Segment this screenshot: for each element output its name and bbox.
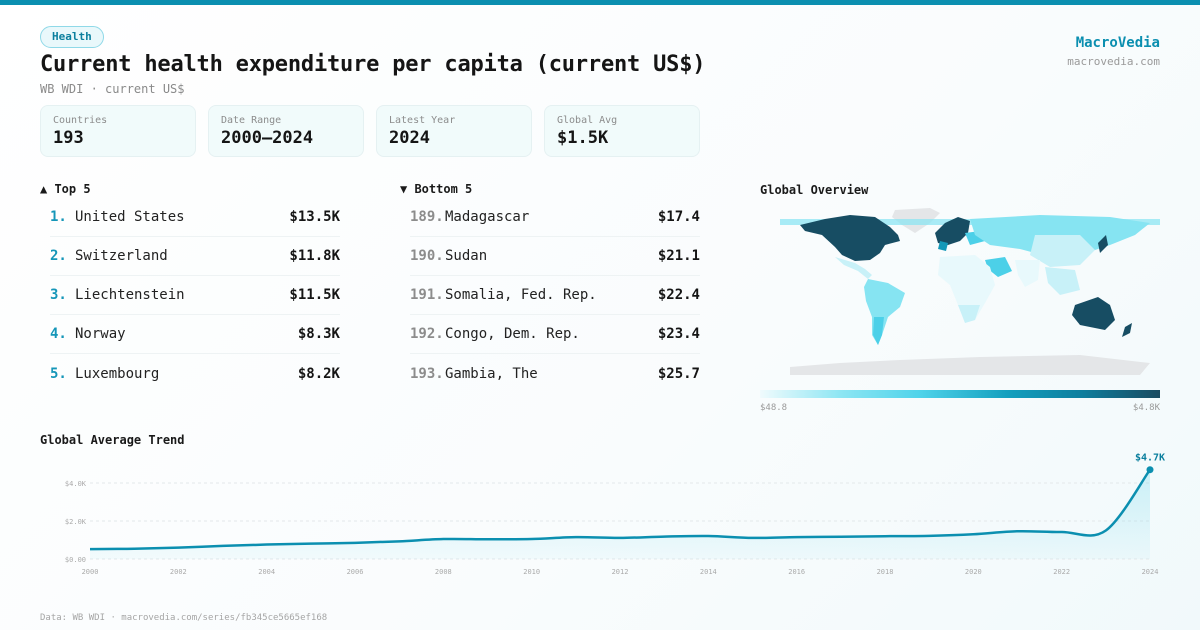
- country-value: $17.4: [657, 209, 700, 225]
- svg-text:2002: 2002: [170, 568, 187, 576]
- country-name: Somalia, Fed. Rep.: [445, 287, 597, 303]
- country-name: Luxembourg: [75, 365, 160, 382]
- country-name: United States: [75, 209, 185, 225]
- map-title: Global Overview: [760, 183, 869, 197]
- country-name: Norway: [75, 326, 126, 342]
- brand-name[interactable]: MacroVedia: [1075, 35, 1160, 51]
- svg-text:$4.0K: $4.0K: [65, 480, 87, 488]
- x-axis-ticks: 2000 2002 2004 2006 2008 2010 2012 2014 2016 2018…: [82, 568, 1159, 576]
- svg-text:2014: 2014: [700, 568, 717, 576]
- country-value: $23.4: [657, 326, 700, 342]
- trend-line-chart[interactable]: $0.00 $2.0K $4.0K 2000 2002 2004 2006 2008 2010…: [0, 440, 1200, 590]
- svg-text:2000: 2000: [82, 568, 99, 576]
- country-value: $22.4: [657, 287, 700, 303]
- trend-title: Global Average Trend: [40, 433, 185, 447]
- svg-text:2006: 2006: [347, 568, 364, 576]
- country-name: Sudan: [445, 248, 488, 264]
- country-name: Liechtenstein: [75, 287, 185, 303]
- country-value: $13.5K: [289, 209, 340, 225]
- rank-number: 192.: [410, 326, 444, 342]
- page-subtitle: WB WDI · current US$: [40, 82, 185, 96]
- stat-label: Latest Year: [389, 115, 456, 126]
- svg-text:2004: 2004: [258, 568, 275, 576]
- rank-number: 190.: [410, 248, 444, 264]
- rank-number: 191.: [410, 287, 444, 303]
- stat-card-countries: Countries 193: [40, 105, 196, 157]
- bottom5-heading: ▼ Bottom 5: [400, 182, 473, 196]
- y-axis-ticks: $0.00 $2.0K $4.0K: [65, 480, 87, 564]
- svg-text:$2.0K: $2.0K: [65, 518, 87, 526]
- country-name: Switzerland: [75, 248, 168, 264]
- list-item[interactable]: 2. Switzerland $11.8K: [50, 237, 340, 276]
- rank-number: 1.: [50, 209, 67, 225]
- rank-number: 189.: [410, 209, 444, 225]
- svg-text:2010: 2010: [523, 568, 540, 576]
- list-item[interactable]: 193. Gambia, The $25.7: [410, 354, 700, 393]
- svg-text:2016: 2016: [788, 568, 805, 576]
- list-item[interactable]: 189. Madagascar $17.4: [410, 198, 700, 237]
- brand-url[interactable]: macrovedia.com: [1067, 55, 1160, 68]
- list-item[interactable]: 190. Sudan $21.1: [410, 237, 700, 276]
- country-value: $11.8K: [289, 248, 340, 264]
- stat-card-latest-year: Latest Year 2024: [376, 105, 532, 157]
- country-value: $21.1: [657, 248, 700, 264]
- page-title: Current health expenditure per capita (c…: [40, 52, 706, 77]
- country-name: Gambia, The: [445, 365, 538, 382]
- trend-line: [89, 468, 1152, 551]
- country-name: Congo, Dem. Rep.: [445, 326, 580, 342]
- stat-card-date-range: Date Range 2000–2024: [208, 105, 364, 157]
- stat-value: 2024: [389, 128, 430, 148]
- map-color-legend: [760, 390, 1160, 398]
- stats-row: Countries 193 Date Range 2000–2024 Lates…: [40, 105, 700, 157]
- legend-max-label: $4.8K: [1132, 403, 1160, 413]
- list-item[interactable]: 191. Somalia, Fed. Rep. $22.4: [410, 276, 700, 315]
- list-item[interactable]: 4. Norway $8.3K: [50, 315, 340, 354]
- svg-text:2018: 2018: [877, 568, 894, 576]
- footer-source: Data: WB WDI · macrovedia.com/series/fb3…: [40, 613, 328, 623]
- list-item[interactable]: 1. United States $13.5K: [50, 198, 340, 237]
- bottom5-list: ▼ Bottom 5 189. Madagascar $17.4 190. Su…: [400, 182, 700, 393]
- stat-value: 2000–2024: [221, 128, 314, 148]
- rank-number: 3.: [50, 287, 67, 303]
- country-name: Madagascar: [445, 209, 530, 225]
- top5-heading: ▲ Top 5: [40, 182, 91, 196]
- country-value: $8.2K: [297, 365, 340, 382]
- country-value: $11.5K: [289, 287, 340, 303]
- rank-number: 5.: [50, 365, 67, 382]
- rank-number: 4.: [50, 326, 67, 342]
- rank-number: 2.: [50, 248, 67, 264]
- world-choropleth-map[interactable]: [780, 205, 1160, 380]
- svg-text:2022: 2022: [1053, 568, 1070, 576]
- country-value: $25.7: [657, 365, 700, 382]
- list-item[interactable]: 3. Liechtenstein $11.5K: [50, 276, 340, 315]
- top5-list: ▲ Top 5 1. United States $13.5K 2. Switz…: [40, 182, 340, 393]
- svg-text:$0.00: $0.00: [65, 556, 86, 564]
- svg-text:2024: 2024: [1142, 568, 1159, 576]
- country-value: $8.3K: [297, 326, 340, 342]
- brand: MacroVedia macrovedia.com: [1067, 35, 1160, 68]
- stat-label: Date Range: [221, 115, 282, 126]
- svg-text:2012: 2012: [612, 568, 629, 576]
- stat-value: $1.5K: [557, 128, 609, 148]
- stat-card-global-avg: Global Avg $1.5K: [544, 105, 700, 157]
- stat-value: 193: [53, 128, 84, 148]
- rank-number: 193.: [410, 365, 444, 382]
- stat-label: Global Avg: [557, 115, 618, 126]
- trend-end-point: [1146, 466, 1154, 474]
- svg-text:2020: 2020: [965, 568, 982, 576]
- category-badge[interactable]: Health: [40, 26, 104, 48]
- legend-min-label: $48.8: [760, 403, 788, 413]
- list-item[interactable]: 192. Congo, Dem. Rep. $23.4: [410, 315, 700, 354]
- list-item[interactable]: 5. Luxembourg $8.2K: [50, 354, 340, 393]
- stat-label: Countries: [53, 115, 108, 126]
- top-accent-bar: [0, 0, 1200, 5]
- trend-end-label: $4.7K: [1135, 453, 1165, 464]
- svg-text:2008: 2008: [435, 568, 452, 576]
